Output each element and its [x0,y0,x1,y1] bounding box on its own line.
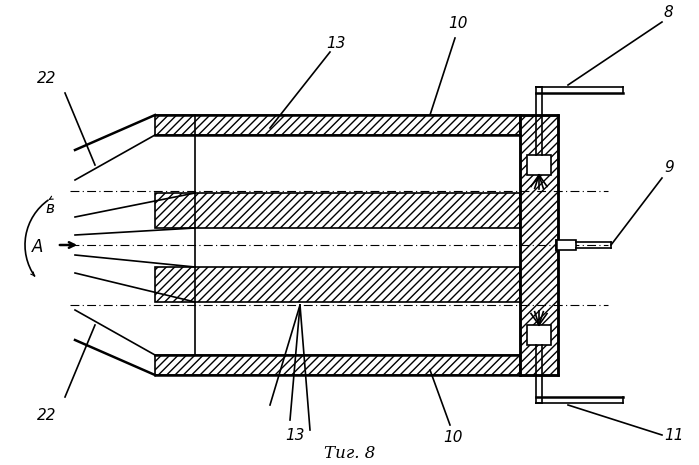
Bar [527,325,551,345]
Bar [556,240,576,250]
Text: 9: 9 [664,160,674,175]
Bar [155,193,520,228]
Text: 22: 22 [37,71,57,86]
Bar [520,115,558,375]
Text: A: A [32,238,43,256]
Text: 13: 13 [326,36,345,51]
Bar [520,115,558,375]
Bar [155,267,520,302]
Text: 10: 10 [448,16,468,31]
Text: Τиг. 8: Τиг. 8 [324,445,375,462]
Text: 11: 11 [664,428,684,443]
Bar [155,355,520,375]
Bar [155,267,520,302]
Text: 13: 13 [285,428,305,443]
Bar [155,115,520,135]
Bar [155,115,520,135]
Bar [155,193,520,228]
Bar [155,355,520,375]
Text: 22: 22 [37,408,57,423]
Text: 8: 8 [664,5,674,20]
Text: в: в [45,201,54,216]
Text: 10: 10 [443,430,463,445]
Bar [527,155,551,175]
